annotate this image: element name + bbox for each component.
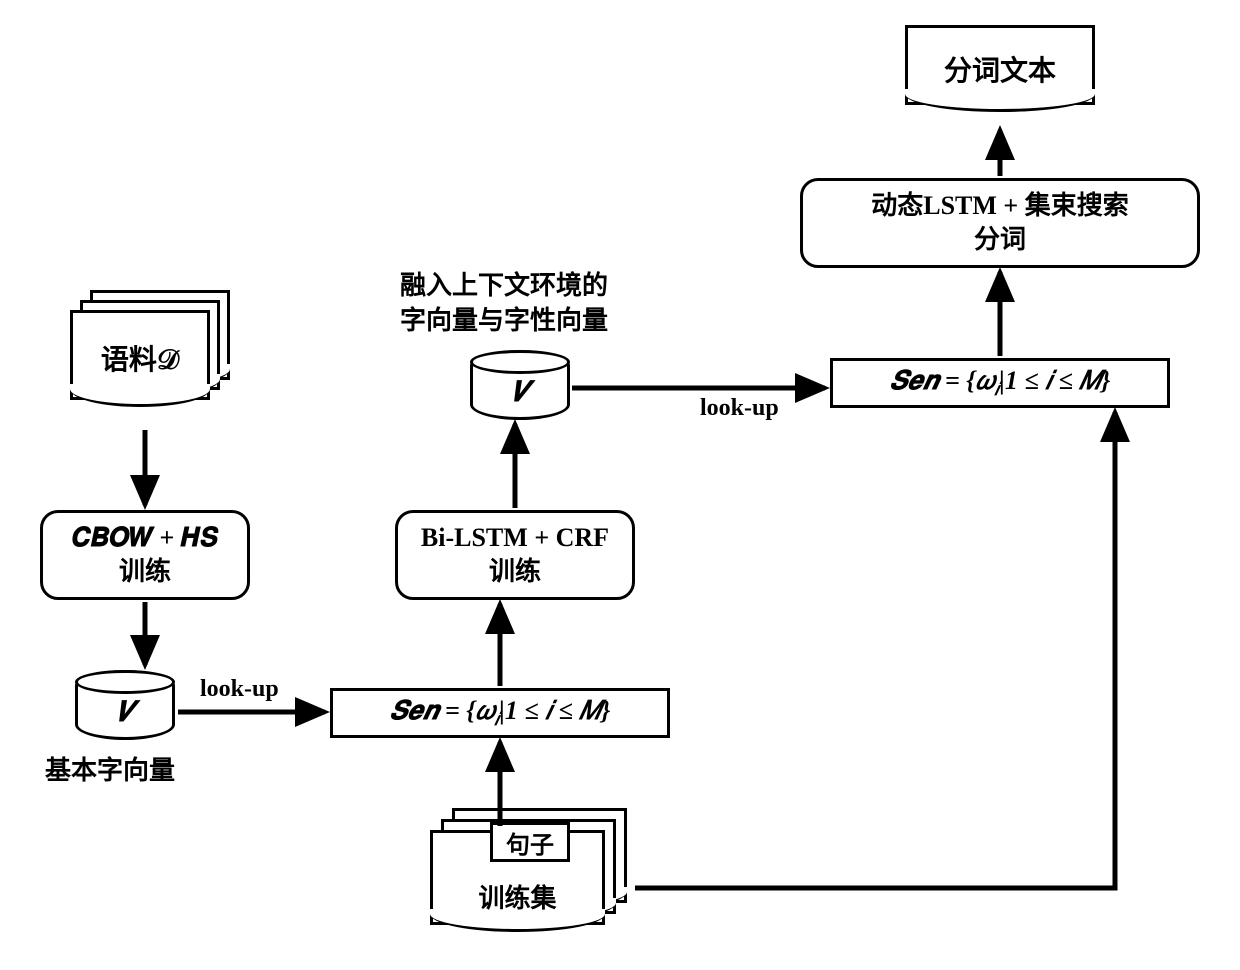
lookup-label-1: look-up bbox=[200, 676, 279, 703]
output-doc: 分词文本 bbox=[905, 25, 1095, 115]
basic-vec-cylinder: 𝑽 bbox=[75, 670, 175, 740]
sen-box-right: 𝑺𝒆𝒏 = {𝜔𝑖|1 ≤ 𝑖 ≤ 𝑀} bbox=[830, 358, 1170, 408]
train-doc-stack: 句子 训练集 bbox=[430, 830, 630, 940]
edge-train-senR bbox=[635, 412, 1115, 888]
diagram-canvas: 语料𝒟 𝑪𝑩𝑶𝑾 + 𝑯𝑺 训练 𝑽 基本字向量 look-up 𝑺𝒆𝒏 = {… bbox=[0, 0, 1240, 970]
sentence-box: 句子 bbox=[490, 822, 570, 862]
dyn-lstm-line1: 动态LSTM + 集束搜索 bbox=[871, 189, 1129, 223]
bilstm-crf-box: Bi-LSTM + CRF 训练 bbox=[395, 510, 635, 600]
corpus-label: 语料𝒟 bbox=[70, 338, 210, 378]
ctx-vec-cylinder: 𝑽 bbox=[470, 350, 570, 420]
corpus-doc-stack: 语料𝒟 bbox=[70, 310, 230, 420]
output-label: 分词文本 bbox=[905, 49, 1095, 89]
bilstm-line2: 训练 bbox=[489, 555, 541, 589]
basic-vec-label: 基本字向量 bbox=[45, 750, 175, 787]
ctx-vec-v: 𝑽 bbox=[473, 377, 567, 409]
sen-box-left: 𝑺𝒆𝒏 = {𝜔𝑖|1 ≤ 𝑖 ≤ 𝑀} bbox=[330, 688, 670, 738]
basic-vec-v: 𝑽 bbox=[78, 697, 172, 729]
trainset-label: 训练集 bbox=[430, 878, 605, 915]
cbow-line2: 训练 bbox=[119, 555, 171, 589]
cbow-line1: 𝑪𝑩𝑶𝑾 + 𝑯𝑺 bbox=[72, 521, 218, 555]
ctx-vec-label-l2: 字向量与字性向量 bbox=[400, 300, 608, 337]
cbow-hs-box: 𝑪𝑩𝑶𝑾 + 𝑯𝑺 训练 bbox=[40, 510, 250, 600]
ctx-vec-label-l1: 融入上下文环境的 bbox=[400, 265, 608, 302]
dyn-lstm-box: 动态LSTM + 集束搜索 分词 bbox=[800, 178, 1200, 268]
sentence-label: 句子 bbox=[506, 825, 554, 860]
lookup-label-2: look-up bbox=[700, 395, 779, 422]
sen-right-formula: 𝑺𝒆𝒏 = {𝜔𝑖|1 ≤ 𝑖 ≤ 𝑀} bbox=[890, 366, 1111, 400]
bilstm-line1: Bi-LSTM + CRF bbox=[421, 521, 609, 555]
sen-left-formula: 𝑺𝒆𝒏 = {𝜔𝑖|1 ≤ 𝑖 ≤ 𝑀} bbox=[390, 696, 611, 730]
dyn-lstm-line2: 分词 bbox=[974, 223, 1026, 257]
